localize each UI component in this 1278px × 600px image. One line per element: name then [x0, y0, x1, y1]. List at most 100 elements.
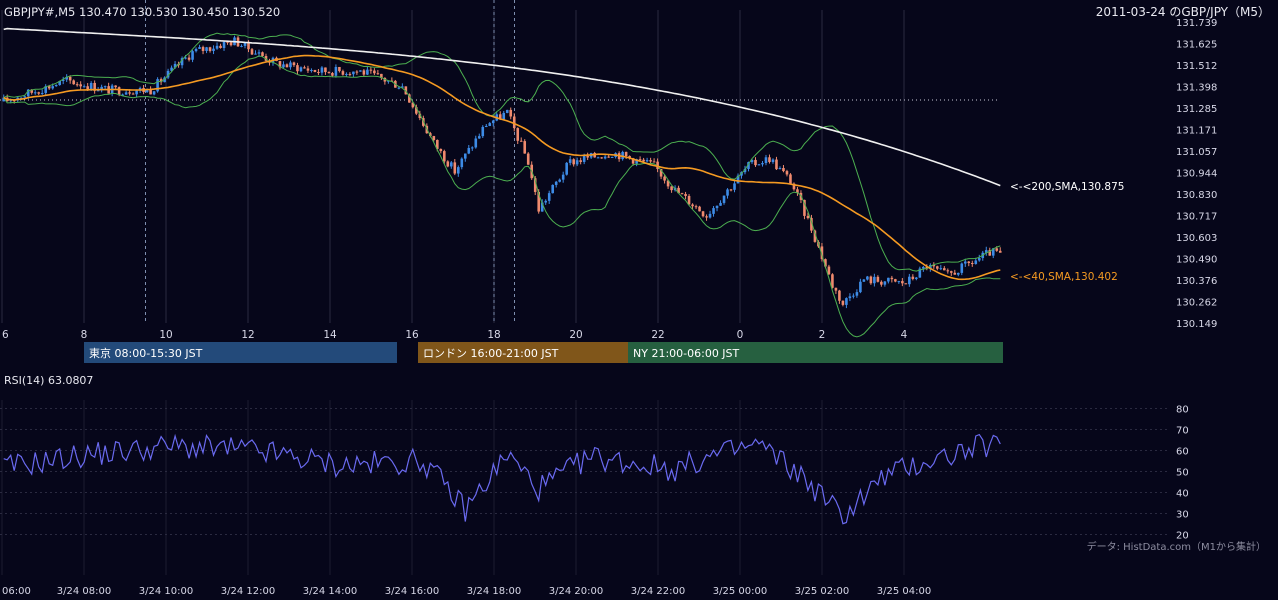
price-tick-label: 130.262 [1176, 298, 1217, 309]
candle [254, 50, 257, 55]
candle [810, 214, 813, 234]
bollinger-lower-band [3, 55, 1001, 338]
candle [848, 293, 852, 302]
candle [219, 43, 222, 49]
hour-tick-label: 12 [241, 329, 254, 341]
price-tick-label: 130.717 [1176, 211, 1217, 222]
candle [362, 69, 366, 77]
candles [2, 35, 1002, 309]
candle [439, 148, 443, 154]
candle [827, 264, 831, 275]
candle [540, 199, 544, 212]
candle [852, 293, 855, 299]
candle [544, 199, 548, 205]
time-tick-label: 3/25 00:00 [713, 586, 767, 597]
candle [764, 154, 768, 166]
candle [956, 272, 960, 277]
session-tokyo-label: 東京 08:00-15:30 JST [89, 346, 203, 360]
price-tick-label: 131.512 [1176, 61, 1217, 72]
candle [519, 137, 523, 142]
candle [121, 93, 124, 96]
candle [991, 247, 995, 259]
candle [191, 49, 194, 63]
candle [866, 275, 869, 281]
candle [649, 157, 652, 164]
candle [198, 44, 201, 49]
candle [156, 77, 159, 93]
candle [785, 169, 789, 177]
candle [911, 274, 915, 281]
candle [75, 82, 79, 87]
candle [719, 200, 722, 206]
candle [754, 157, 757, 167]
candle [705, 214, 708, 221]
price-panel: 131.739 131.625 131.512 131.398 131.285 131.1… [0, 0, 1217, 575]
candle [880, 280, 883, 287]
rsi-tick-label: 40 [1176, 489, 1189, 500]
symbol-ohlc-label: GBPJPY#,M5 130.470 130.530 130.450 130.5… [4, 5, 280, 19]
candle [474, 135, 478, 149]
candle [408, 93, 411, 103]
candle [859, 278, 862, 294]
price-tick-label: 131.057 [1176, 147, 1217, 158]
candle [820, 243, 824, 262]
candle [201, 45, 205, 55]
candle [348, 72, 352, 77]
candle [894, 278, 897, 283]
candle [285, 63, 289, 68]
candle [166, 68, 170, 80]
candle [572, 158, 575, 167]
rsi-tick-label: 70 [1176, 426, 1189, 437]
candle [771, 158, 775, 164]
candle [79, 81, 82, 90]
rsi-line [3, 433, 1001, 525]
candle [152, 90, 156, 96]
candle [82, 84, 86, 88]
candle [100, 84, 103, 93]
candle [712, 206, 715, 217]
candle [666, 180, 670, 189]
candle [212, 45, 215, 55]
candle [411, 102, 415, 109]
time-tick-label: 3/24 14:00 [303, 586, 357, 597]
candle [359, 70, 362, 72]
candle [869, 275, 873, 285]
time-tick-label: 3/25 04:00 [877, 586, 931, 597]
time-tick-label: 3/24 12:00 [221, 586, 275, 597]
hour-tick-label: 8 [81, 329, 88, 341]
candle [317, 68, 320, 76]
candle [687, 194, 691, 205]
candle [915, 276, 918, 281]
candle [561, 171, 565, 183]
candle [670, 186, 673, 193]
candle [320, 66, 324, 76]
session-london-label: ロンドン 16:00-21:00 JST [423, 347, 559, 360]
sma200-annotation: <-<200,SMA,130.875 [1010, 181, 1124, 193]
candle [883, 281, 887, 287]
candle [547, 190, 551, 204]
candle [551, 184, 554, 194]
candle [114, 85, 117, 89]
candle [418, 110, 422, 121]
candle [757, 163, 761, 166]
time-axis: 06:00 3/24 08:00 3/24 10:00 3/24 12:00 3/24 … [2, 586, 931, 597]
hour-tick-label: 4 [901, 329, 908, 341]
candle [834, 287, 838, 294]
candle [40, 89, 44, 95]
hour-tick-label: 10 [159, 329, 172, 341]
candle [512, 113, 516, 132]
candle [180, 56, 184, 69]
candle [768, 154, 771, 164]
price-tick-label: 130.830 [1176, 190, 1217, 201]
candle [953, 269, 957, 275]
candle [943, 266, 946, 271]
candle [600, 157, 603, 159]
candle [450, 161, 453, 169]
candle [282, 61, 285, 69]
candle [792, 182, 796, 191]
rsi-tick-label: 80 [1176, 405, 1189, 416]
candle [355, 70, 359, 75]
candle [638, 156, 642, 161]
candle [222, 40, 226, 51]
